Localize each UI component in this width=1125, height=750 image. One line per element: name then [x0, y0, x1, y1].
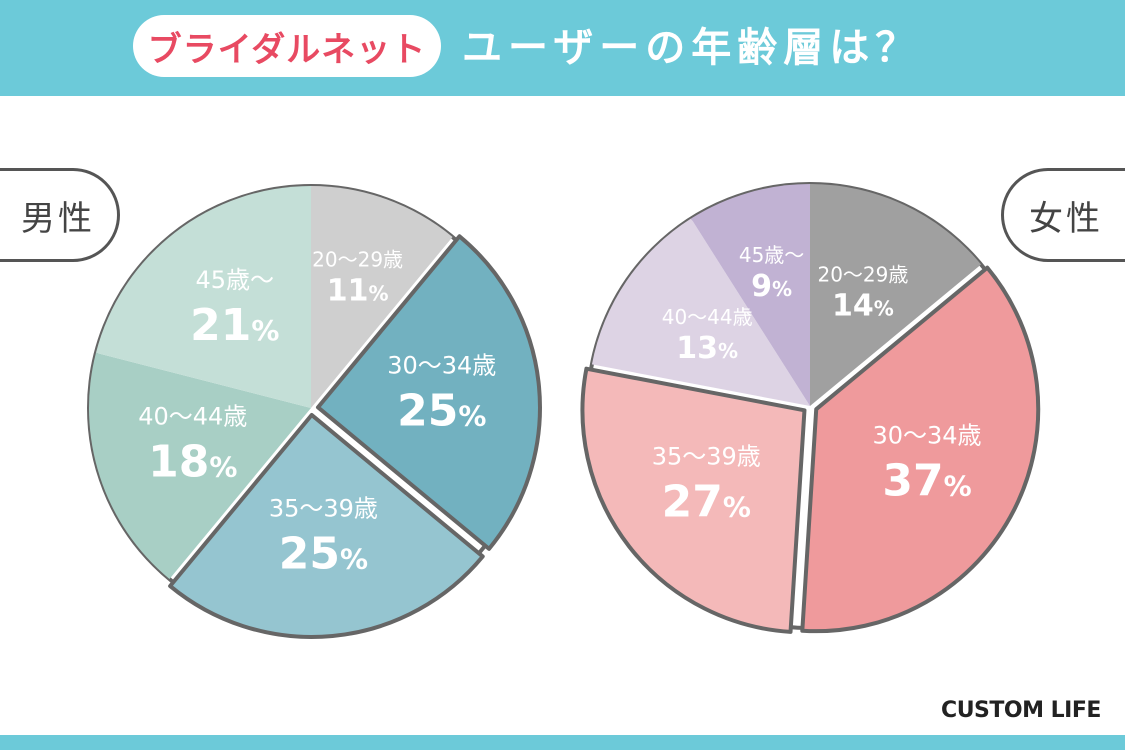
female-title-text: 女性	[1029, 198, 1103, 239]
male-chart-title: 男性	[0, 168, 120, 262]
slice-value-label: 14%	[832, 289, 894, 324]
pie-slice-female-2	[580, 366, 807, 634]
pie-slice-male-2	[168, 412, 485, 639]
slice-value-label: 11%	[327, 273, 389, 308]
slice-value-label: 21%	[190, 300, 279, 351]
slice-category-label: 35〜39歳	[269, 495, 378, 523]
slice-category-label: 40〜44歳	[138, 402, 247, 430]
pie-slice-female-3	[591, 218, 810, 406]
slice-category-label: 40〜44歳	[662, 305, 753, 329]
page-title: ユーザーの年齢層は？	[462, 25, 922, 71]
header-bar: ブライダルネット ユーザーの年齢層は？	[0, 0, 1125, 96]
male-title-text: 男性	[21, 198, 95, 239]
pie-slice-female-4	[691, 184, 810, 406]
slice-category-label: 30〜34歳	[387, 352, 496, 380]
slice-category-label: 20〜29歳	[312, 247, 403, 271]
pie-slice-male-3	[89, 352, 312, 580]
logo-text: CUSTOM LIFE	[941, 698, 1101, 723]
pie-slice-female-0	[810, 184, 982, 406]
footer-bar	[0, 735, 1125, 750]
custom-life-logo: CUSTOM LIFE	[940, 695, 1102, 727]
slice-value-label: 25%	[279, 529, 368, 580]
brand-name: ブライダルネット	[147, 29, 427, 70]
slice-value-label: 27%	[662, 476, 751, 527]
pie-slice-male-4	[95, 186, 311, 408]
pie-slice-female-1	[800, 265, 1041, 634]
pie-slice-male-1	[315, 234, 542, 551]
slice-value-label: 13%	[676, 331, 738, 366]
slice-category-label: 30〜34歳	[872, 422, 981, 450]
slice-category-label: 45歳〜	[196, 266, 275, 294]
slice-value-label: 25%	[397, 386, 486, 437]
slice-value-label: 9%	[751, 269, 792, 304]
slice-category-label: 35〜39歳	[652, 442, 761, 470]
slice-category-label: 20〜29歳	[817, 263, 908, 287]
pie-slice-male-0	[311, 186, 453, 408]
slice-value-label: 18%	[148, 436, 237, 487]
female-chart-title: 女性	[1001, 168, 1125, 262]
slice-value-label: 37%	[882, 456, 971, 507]
slice-category-label: 45歳〜	[739, 243, 804, 267]
brand-logo: ブライダルネット	[133, 15, 441, 77]
